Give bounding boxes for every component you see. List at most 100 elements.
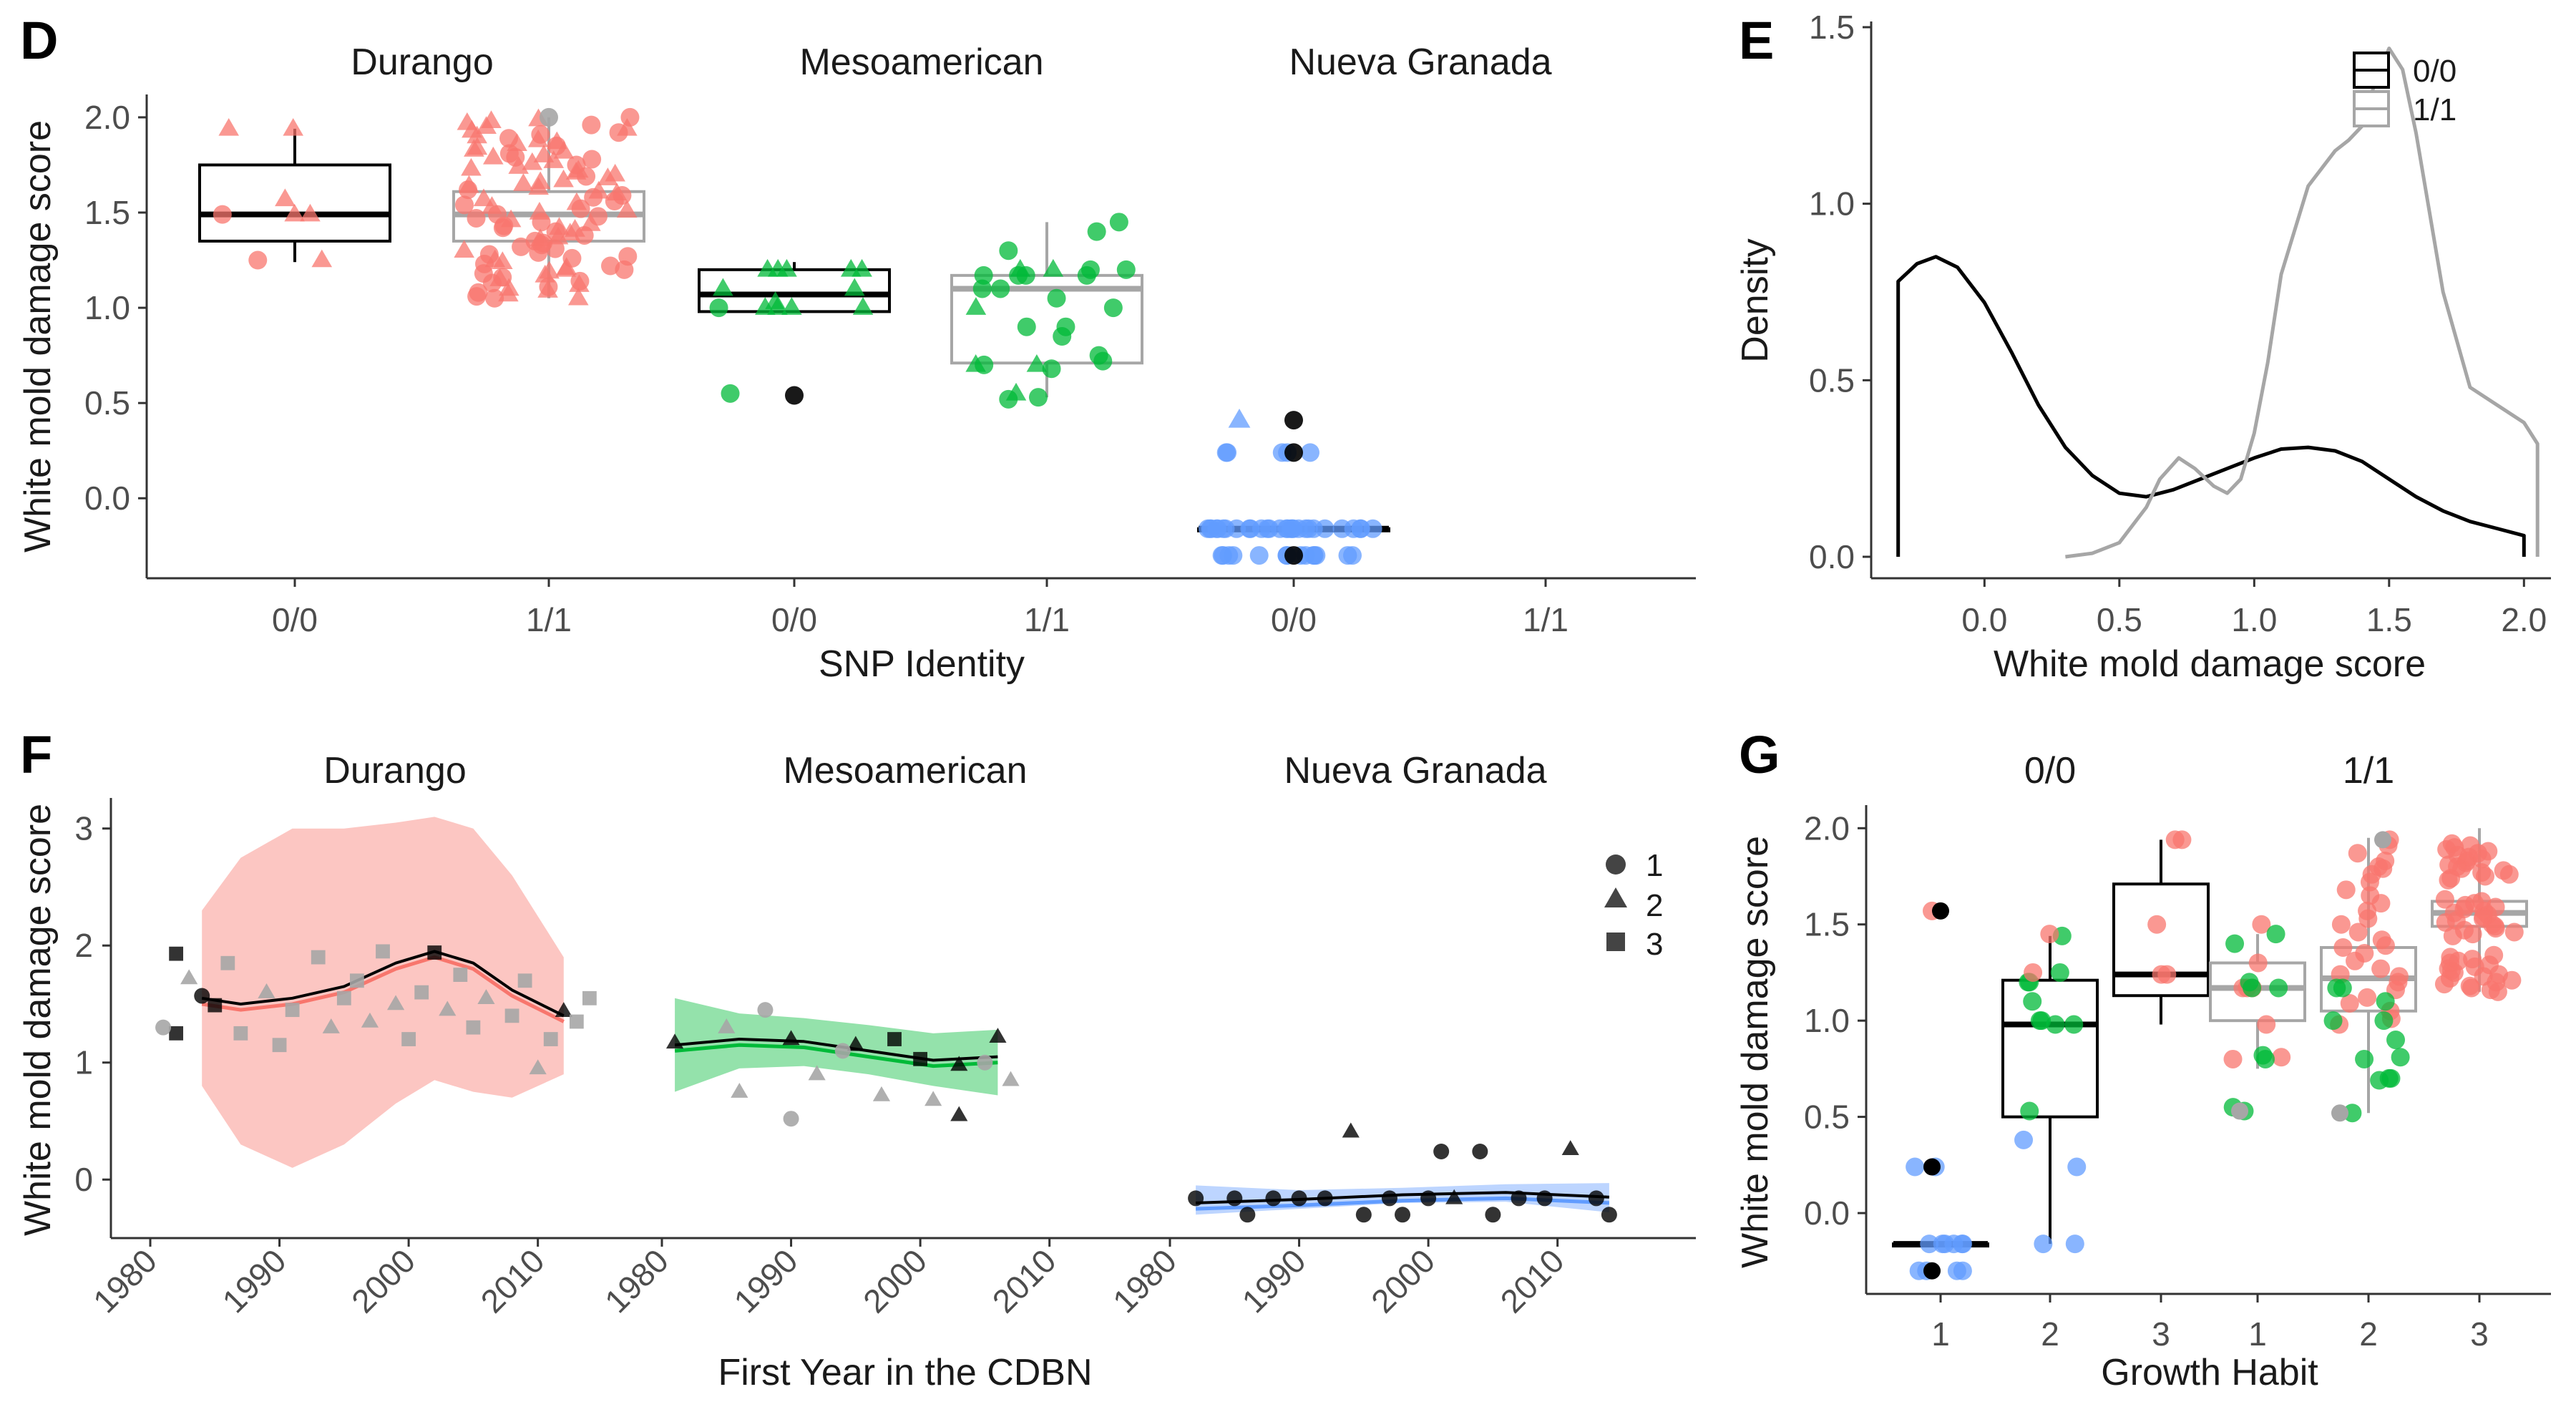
e-x-tick-label: 0.0: [1961, 601, 2007, 638]
d-point: [454, 240, 474, 258]
g-points: [1906, 830, 2524, 1280]
g-x-tick-label: 1: [2248, 1315, 2267, 1353]
d-point: [1284, 411, 1303, 430]
d-point: [565, 162, 587, 180]
f-smooth-band: [202, 817, 564, 1168]
d-point: [540, 107, 558, 127]
f-smooth-line-colored: [201, 955, 565, 1023]
d-point: [506, 147, 525, 167]
f-point: [208, 998, 223, 1013]
g-point: [1923, 1262, 1941, 1280]
f-point: [311, 950, 326, 965]
g-point: [2371, 894, 2391, 913]
d-x-tick-label: 1/1: [526, 601, 572, 638]
g-point: [2257, 1015, 2276, 1034]
e-y-tick-label: 0.5: [1809, 361, 1855, 399]
f-point: [757, 1002, 774, 1018]
f-point: [1561, 1140, 1579, 1155]
f-point: [220, 955, 235, 970]
g-point: [2472, 863, 2492, 882]
f-point: [1511, 1190, 1527, 1207]
f-point: [1188, 1190, 1204, 1207]
d-point: [218, 117, 240, 136]
d-point: [533, 145, 555, 162]
d-point: [1080, 260, 1100, 279]
g-point: [2231, 1102, 2248, 1120]
e-y-tick-label: 1.0: [1809, 185, 1855, 223]
f-x-tick-label: 2000: [1364, 1242, 1442, 1320]
f-point: [731, 1082, 748, 1098]
g-point: [2243, 978, 2262, 998]
d-point: [1016, 266, 1035, 285]
d-point: [605, 163, 625, 182]
f-point: [834, 1043, 851, 1059]
d-y-tick-label: 2.0: [84, 99, 130, 136]
f-point: [1485, 1207, 1501, 1223]
d-point: [534, 233, 553, 253]
g-y-tick-label: 0.0: [1804, 1194, 1850, 1232]
g-point: [2435, 890, 2454, 909]
d-x-title: SNP Identity: [819, 643, 1025, 685]
e-legend-label-11: 1/1: [2413, 92, 2457, 127]
f-point: [285, 1003, 300, 1018]
f-point: [543, 1032, 558, 1046]
f-point: [376, 944, 390, 959]
g-point: [2442, 834, 2462, 853]
d-point: [522, 152, 543, 170]
g-y-tick-label: 2.0: [1804, 809, 1850, 847]
f-point: [155, 1019, 172, 1036]
g-x-tick-label: 1: [1931, 1315, 1950, 1353]
f-point: [950, 1056, 968, 1071]
f-y-tick-label: 3: [74, 810, 93, 847]
f-point: [180, 969, 198, 985]
f-x-tick-label: 2000: [856, 1242, 934, 1320]
f-point: [517, 973, 532, 988]
g-point: [2248, 953, 2268, 973]
f-point: [504, 1008, 519, 1023]
g-point: [2358, 909, 2378, 928]
e-y-ticks: 0.0 0.5 1.0 1.5: [1809, 9, 1871, 575]
d-point: [785, 386, 804, 405]
f-x-tick-label: 2010: [474, 1242, 552, 1320]
f-point: [233, 1026, 248, 1041]
g-boxes: [1892, 828, 2528, 1248]
d-point: [455, 195, 474, 215]
d-point: [513, 173, 534, 191]
f-point: [977, 1054, 993, 1071]
d-point: [1093, 351, 1113, 371]
d-point: [588, 207, 608, 226]
d-y-tick-label: 0.5: [84, 384, 130, 422]
g-point: [2225, 934, 2245, 953]
d-point: [248, 250, 268, 270]
f-point: [194, 988, 210, 1004]
strip-f-nueva-granada: Nueva Granada: [1284, 750, 1546, 792]
f-y-ticks: 0 1 2 3: [74, 810, 111, 1198]
f-point: [453, 968, 468, 982]
g-point: [2014, 1130, 2034, 1149]
d-point: [528, 177, 549, 195]
f-point: [913, 1051, 928, 1066]
e-y-title: Density: [1735, 238, 1776, 362]
d-boxes: [198, 117, 1390, 532]
panel-label-f: F: [20, 725, 52, 784]
g-point: [2331, 915, 2351, 934]
f-legend-label-3: 3: [1646, 927, 1663, 962]
g-point: [2050, 963, 2069, 982]
f-point: [349, 973, 364, 988]
d-point: [539, 277, 558, 296]
d-point: [713, 278, 733, 296]
f-legend-label-1: 1: [1646, 848, 1663, 883]
f-point: [569, 1014, 584, 1029]
d-point: [605, 192, 624, 211]
g-point: [2327, 978, 2346, 998]
g-point: [2472, 892, 2492, 911]
f-point: [361, 1012, 379, 1028]
d-point: [300, 203, 321, 222]
d-point: [467, 137, 488, 155]
f-y-title: White mold damage score: [17, 804, 59, 1236]
e-density-line-11: [2065, 47, 2540, 559]
f-smooth-line: [674, 1038, 998, 1062]
f-point: [477, 989, 495, 1005]
d-point: [284, 203, 305, 222]
f-point: [336, 990, 351, 1005]
